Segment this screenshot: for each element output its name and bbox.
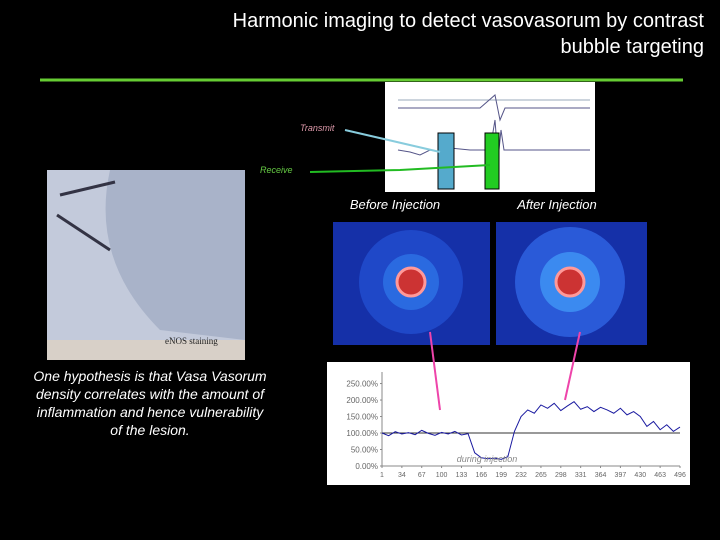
ultrasound-after	[496, 222, 647, 345]
slide-title: Harmonic imaging to detect vasovasorum b…	[232, 10, 704, 58]
transmit-label: Transmit	[300, 123, 335, 133]
x-tick-label: 430	[634, 472, 646, 479]
x-tick-label: 496	[674, 472, 686, 479]
x-tick-label: 34	[398, 472, 406, 479]
x-tick-label: 265	[535, 472, 547, 479]
waveform-image	[385, 82, 595, 192]
x-tick-label: 331	[575, 472, 587, 479]
receive-pointer	[309, 164, 491, 173]
transmit-pointer	[344, 129, 441, 153]
after-label: After Injection	[516, 197, 597, 212]
x-tick-label: 397	[615, 472, 627, 479]
after-arrow	[564, 331, 581, 401]
y-tick-label: 200.00%	[346, 396, 378, 405]
x-tick-label: 463	[654, 472, 666, 479]
x-tick-label: 133	[456, 472, 468, 479]
ultrasound-before	[333, 222, 490, 345]
y-tick-label: 250.00%	[346, 380, 378, 389]
y-tick-label: 0.00%	[355, 462, 378, 471]
annotation: during injection	[457, 454, 518, 464]
y-tick-label: 50.00%	[351, 446, 378, 455]
histology-image: eNOS staining	[47, 170, 245, 360]
x-tick-label: 364	[595, 472, 607, 479]
x-tick-label: 100	[436, 472, 448, 479]
x-tick-label: 1	[380, 472, 384, 479]
body-text: One hypothesis is that Vasa Vasorum dens…	[33, 368, 267, 438]
before-label: Before Injection	[350, 197, 440, 212]
y-tick-label: 150.00%	[346, 413, 378, 422]
x-tick-label: 232	[515, 472, 527, 479]
data-line	[381, 401, 681, 460]
x-tick-label: 67	[418, 472, 426, 479]
receive-label: Receive	[260, 165, 293, 175]
staining-label: eNOS staining	[165, 336, 218, 346]
chart-background	[327, 362, 690, 485]
y-tick-label: 100.00%	[346, 429, 378, 438]
x-tick-label: 298	[555, 472, 567, 479]
before-arrow	[429, 331, 441, 411]
x-tick-label: 199	[495, 472, 507, 479]
x-tick-label: 166	[475, 472, 487, 479]
